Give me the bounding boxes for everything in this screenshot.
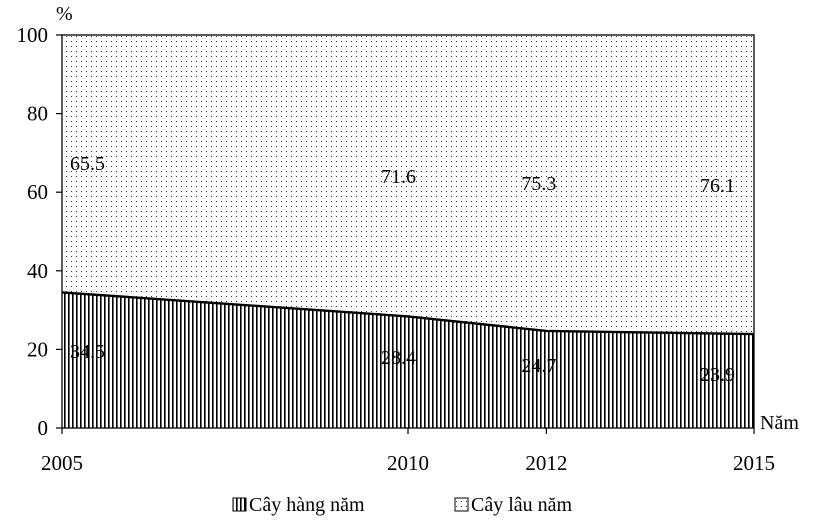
legend-label-cay-hang-nam: Cây hàng năm xyxy=(249,494,365,516)
x-axis-label: Năm xyxy=(760,412,799,434)
y-axis-ticks: 0 20 40 60 80 100 xyxy=(17,23,62,440)
y-tick-label: 20 xyxy=(27,337,48,361)
y-axis-label: % xyxy=(56,3,73,25)
y-tick-label: 80 xyxy=(27,102,48,126)
x-axis-ticks: 2005 2010 2012 2015 xyxy=(41,428,775,475)
area-cay-hang-nam xyxy=(62,292,754,428)
legend-swatch-cay-hang-nam xyxy=(232,497,247,512)
data-label-cay-hang-nam: 28.4 xyxy=(381,347,416,369)
legend-item-cay-lau-nam: Cây lâu năm xyxy=(454,494,573,516)
x-tick-label: 2010 xyxy=(387,451,429,475)
data-label-cay-hang-nam: 23.9 xyxy=(700,364,735,386)
y-tick-label: 100 xyxy=(17,23,49,47)
data-label-cay-hang-nam: 24.7 xyxy=(521,355,556,377)
x-tick-label: 2012 xyxy=(525,451,567,475)
data-label-cay-lau-nam: 75.3 xyxy=(521,173,556,195)
data-label-cay-lau-nam: 71.6 xyxy=(381,166,416,188)
data-labels: 34.5 28.4 24.7 23.9 65.5 71.6 75.3 76.1 xyxy=(70,153,735,386)
data-label-cay-hang-nam: 34.5 xyxy=(70,341,105,363)
y-tick-label: 40 xyxy=(27,259,48,283)
data-label-cay-lau-nam: 65.5 xyxy=(70,153,105,175)
y-tick-label: 60 xyxy=(27,180,48,204)
boundary-line xyxy=(61,291,755,336)
legend: Cây hàng năm Cây lâu năm xyxy=(232,494,573,516)
area-layer xyxy=(61,35,755,428)
legend-label-cay-lau-nam: Cây lâu năm xyxy=(471,494,573,516)
data-label-cay-lau-nam: 76.1 xyxy=(700,175,735,197)
legend-swatch-cay-lau-nam xyxy=(454,497,469,512)
legend-item-cay-hang-nam: Cây hàng năm xyxy=(232,494,365,516)
x-tick-label: 2015 xyxy=(733,451,775,475)
x-tick-label: 2005 xyxy=(41,451,83,475)
y-tick-label: 0 xyxy=(38,416,49,440)
